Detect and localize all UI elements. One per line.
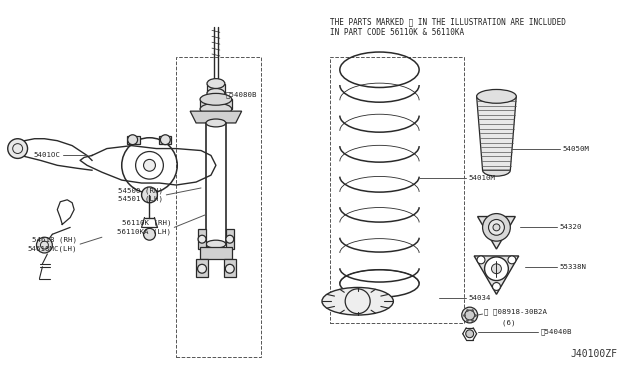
Circle shape (493, 283, 500, 291)
Ellipse shape (477, 89, 516, 103)
Text: ※54040B: ※54040B (541, 328, 573, 335)
Text: 54618 (RH)
54618MC(LH): 54618 (RH) 54618MC(LH) (28, 237, 77, 251)
Circle shape (36, 237, 52, 253)
Polygon shape (226, 230, 234, 249)
Polygon shape (200, 99, 232, 109)
Polygon shape (196, 259, 208, 277)
Circle shape (161, 135, 170, 145)
Polygon shape (127, 136, 140, 144)
Text: THE PARTS MARKED ※ IN THE ILLUSTRATION ARE INCLUDED: THE PARTS MARKED ※ IN THE ILLUSTRATION A… (330, 17, 566, 26)
Ellipse shape (483, 164, 510, 176)
Text: 54010M: 54010M (468, 175, 496, 181)
Ellipse shape (322, 288, 394, 315)
Circle shape (477, 256, 485, 264)
Circle shape (128, 135, 138, 145)
Polygon shape (198, 230, 206, 249)
Ellipse shape (200, 103, 232, 115)
Ellipse shape (200, 93, 232, 105)
Circle shape (198, 264, 207, 273)
Polygon shape (224, 259, 236, 277)
Circle shape (488, 219, 504, 235)
Text: ※54080B: ※54080B (226, 91, 257, 98)
Circle shape (465, 310, 475, 320)
Polygon shape (190, 111, 242, 123)
Circle shape (484, 257, 508, 280)
Ellipse shape (206, 240, 226, 248)
Circle shape (225, 264, 234, 273)
Circle shape (143, 160, 156, 171)
Circle shape (143, 228, 156, 240)
Circle shape (483, 214, 510, 241)
Bar (330, 57, 464, 323)
Text: 54034: 54034 (468, 295, 491, 301)
Circle shape (141, 187, 157, 203)
Circle shape (8, 139, 28, 158)
Text: 54500 (RH)
54501 (LH): 54500 (RH) 54501 (LH) (118, 187, 163, 202)
Ellipse shape (207, 78, 225, 89)
Polygon shape (200, 247, 232, 259)
Text: 54320: 54320 (560, 224, 582, 230)
Text: 54050M: 54050M (563, 145, 590, 151)
Polygon shape (159, 136, 172, 144)
Polygon shape (474, 256, 519, 294)
Bar (176, 57, 260, 357)
Text: ※ ⓝ08918-30B2A: ※ ⓝ08918-30B2A (484, 309, 547, 315)
Text: (6): (6) (484, 320, 515, 326)
Circle shape (493, 224, 500, 231)
Ellipse shape (206, 119, 226, 127)
Circle shape (226, 235, 234, 243)
Text: 55338N: 55338N (560, 264, 587, 270)
Circle shape (198, 235, 206, 243)
Text: IN PART CODE 56110K & 56110KA: IN PART CODE 56110K & 56110KA (330, 28, 464, 38)
Polygon shape (207, 84, 225, 93)
Circle shape (461, 307, 477, 323)
Polygon shape (477, 96, 516, 170)
Circle shape (466, 330, 474, 338)
Text: 5401OC: 5401OC (33, 153, 60, 158)
Circle shape (492, 264, 501, 274)
Polygon shape (477, 217, 515, 249)
Text: 56110K (RH)
56110KA (LH): 56110K (RH) 56110KA (LH) (117, 220, 172, 235)
Text: J40100ZF: J40100ZF (570, 349, 618, 359)
Ellipse shape (207, 89, 225, 98)
Circle shape (508, 256, 516, 264)
